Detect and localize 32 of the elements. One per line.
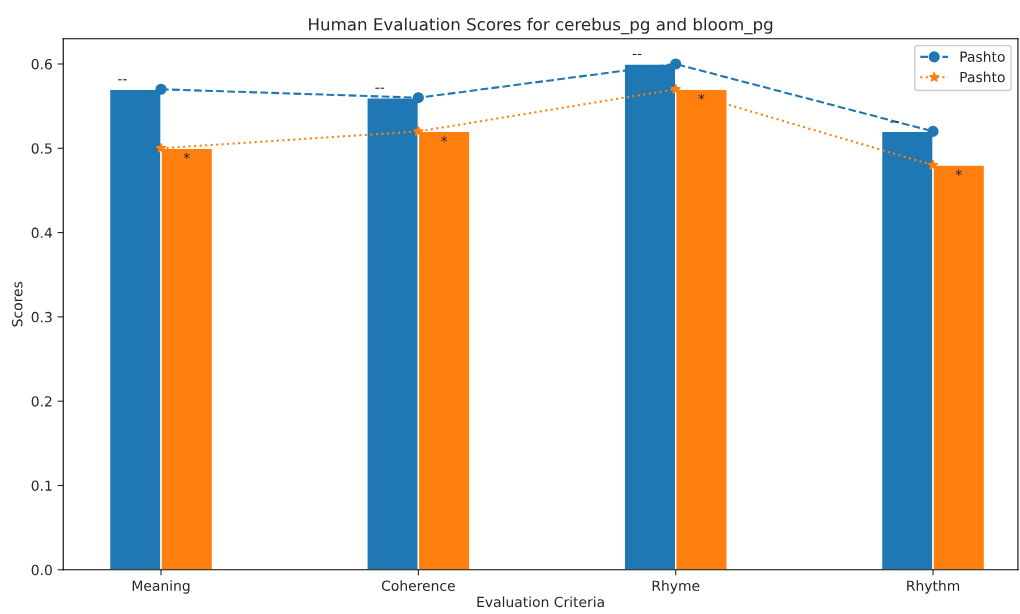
point [927,159,939,170]
legend-label: Pashto [960,51,1005,62]
x-tick-label: Rhythm [907,580,960,594]
y-tick-label: 0.0 [31,564,52,576]
annotation: * [955,169,962,176]
y-axis-title: Scores [11,281,23,327]
x-tick-label: Rhyme [652,580,700,594]
point [413,125,424,137]
point [155,142,167,153]
annotation: -- [632,53,642,56]
x-tick-label: Meaning [132,580,190,594]
point [412,92,424,104]
annotation: * [441,135,448,143]
annotation: * [698,93,705,101]
annotation: -- [890,121,899,123]
y-tick-label: 0.3 [31,311,52,323]
chart-title: Human Evaluation Scores for cerebus_pg and bloom_pg [309,17,773,35]
x-axis-title: Evaluation Criteria [477,596,604,608]
y-tick-label: 0.4 [31,227,53,239]
y-tick-label: 0.6 [31,58,52,70]
annotation: -- [375,87,385,89]
y-tick-label: 0.5 [31,143,52,154]
point [670,58,682,70]
y-tick-label: 0.2 [31,396,52,407]
legend-label: Pashto [960,71,1005,83]
point [155,83,167,95]
annotation: -- [118,79,127,81]
annotation: * [183,152,190,160]
point [927,125,939,137]
point [670,83,682,94]
x-tick-label: Coherence [381,580,455,591]
y-tick-label: 0.1 [31,480,52,491]
